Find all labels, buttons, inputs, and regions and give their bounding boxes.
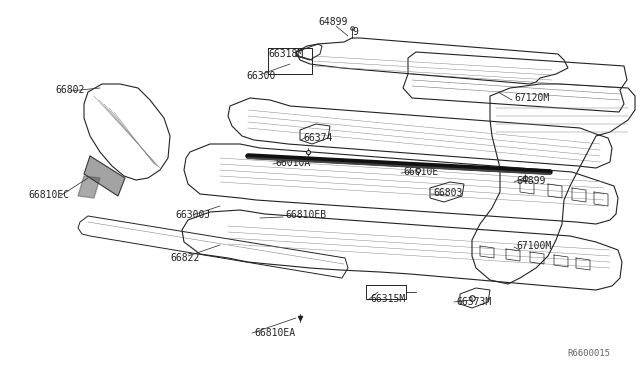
Text: 66802: 66802	[55, 85, 84, 95]
Text: 66318M: 66318M	[268, 49, 303, 59]
Text: 66010A: 66010A	[275, 158, 310, 168]
Text: 67120M: 67120M	[514, 93, 549, 103]
Text: R6600015: R6600015	[567, 349, 610, 358]
Text: 66373M: 66373M	[456, 297, 492, 307]
Polygon shape	[78, 176, 100, 198]
Text: 66822: 66822	[170, 253, 200, 263]
Text: 9: 9	[352, 27, 358, 37]
Text: 66810EC: 66810EC	[28, 190, 69, 200]
Text: 66374: 66374	[303, 133, 332, 143]
Text: 66315M: 66315M	[370, 294, 405, 304]
Text: 64899: 64899	[318, 17, 348, 27]
Text: 66010E: 66010E	[403, 167, 438, 177]
Text: 66810EA: 66810EA	[254, 328, 295, 338]
Text: 64899: 64899	[516, 176, 545, 186]
Text: 66300J: 66300J	[175, 210, 211, 220]
Text: 66300: 66300	[246, 71, 275, 81]
Text: 66810EB: 66810EB	[285, 210, 326, 220]
Polygon shape	[84, 156, 125, 196]
Text: 66803: 66803	[433, 188, 462, 198]
Text: 67100M: 67100M	[516, 241, 551, 251]
